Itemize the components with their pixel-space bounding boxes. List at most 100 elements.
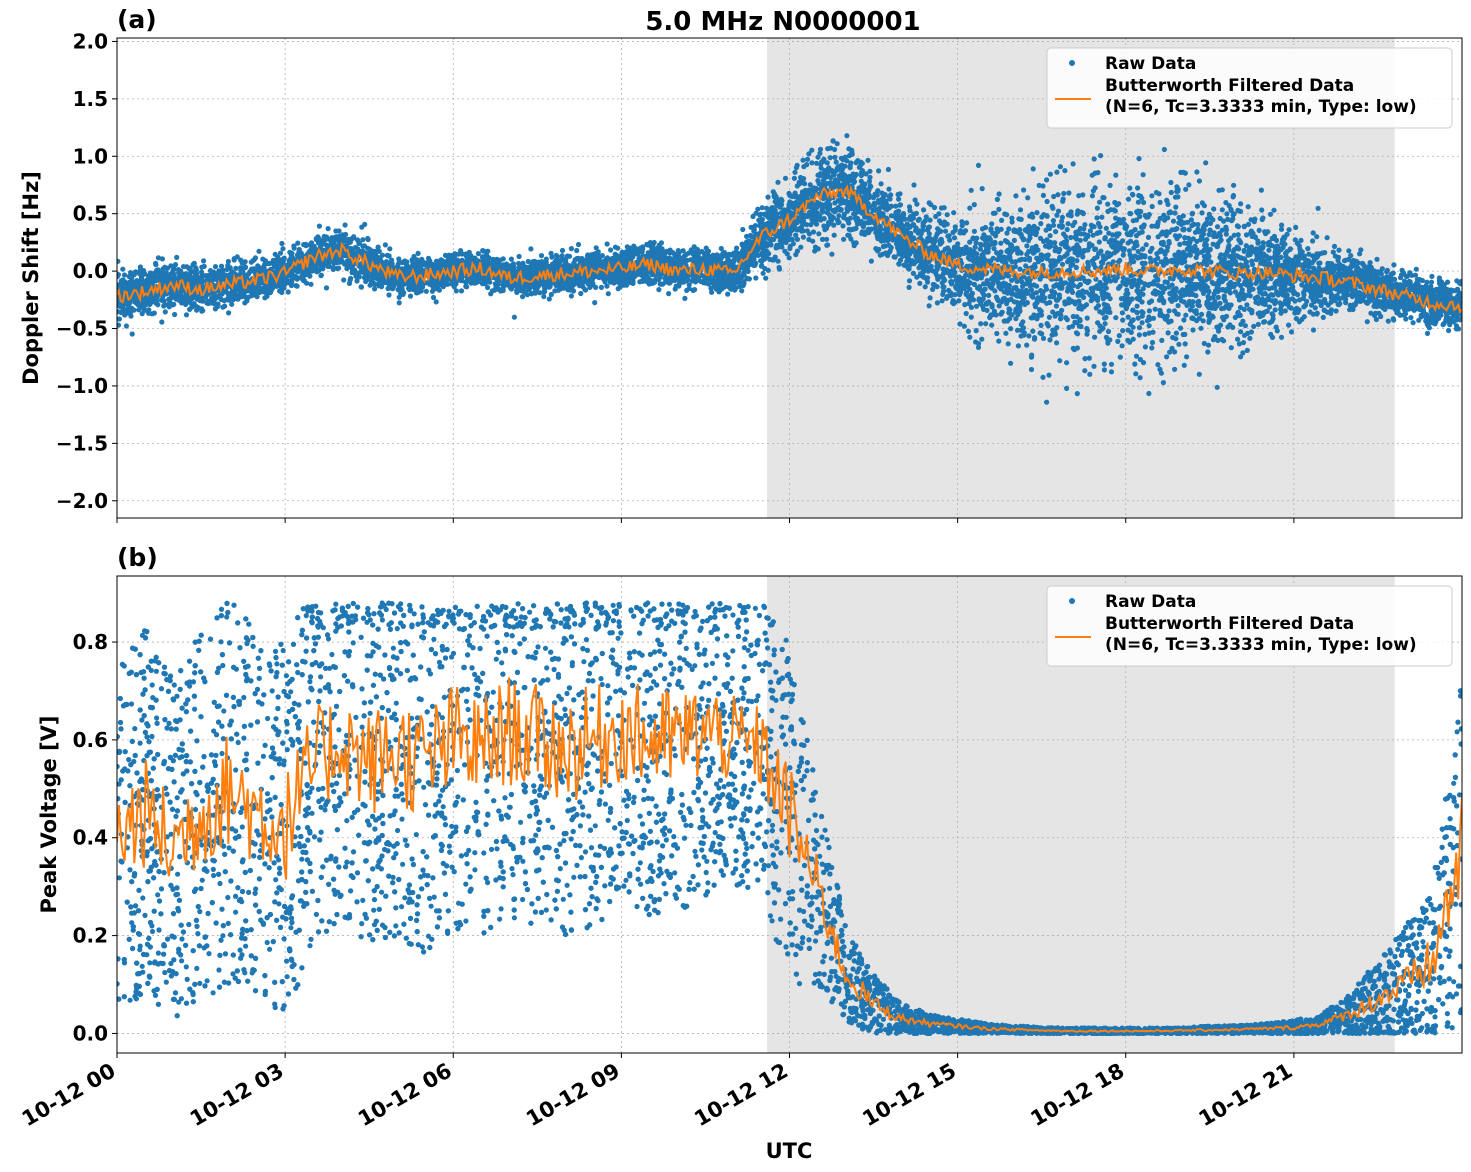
raw-data-point: [548, 250, 554, 256]
raw-data-point: [831, 232, 837, 238]
raw-data-point: [1143, 242, 1149, 248]
raw-data-point: [433, 299, 439, 305]
raw-data-point: [1181, 317, 1187, 323]
raw-data-point: [1034, 210, 1040, 216]
raw-data-point: [1230, 192, 1237, 199]
raw-data-point: [1127, 185, 1133, 191]
raw-data-point: [1116, 333, 1122, 339]
raw-data-point: [379, 252, 386, 258]
raw-data-point: [615, 245, 621, 251]
raw-data-point: [1203, 160, 1209, 166]
raw-data-point: [935, 226, 941, 232]
raw-data-point: [1177, 241, 1183, 247]
raw-data-point: [1305, 246, 1311, 252]
raw-data-point: [354, 278, 360, 284]
raw-data-point: [1017, 266, 1023, 272]
raw-data-point: [136, 307, 142, 313]
raw-data-point: [1115, 338, 1121, 344]
raw-data-point: [1064, 385, 1070, 391]
raw-data-point: [1055, 208, 1062, 214]
raw-data-point: [804, 156, 811, 162]
raw-data-point: [1104, 250, 1111, 256]
raw-data-point: [996, 191, 1002, 197]
raw-data-point: [1100, 195, 1106, 201]
raw-data-point: [1288, 329, 1295, 335]
raw-data-point: [1310, 230, 1316, 236]
raw-data-point: [1046, 372, 1052, 378]
raw-data-point: [1054, 325, 1060, 331]
raw-data-point: [858, 178, 864, 184]
raw-data-point: [1140, 360, 1147, 366]
raw-data-point: [1146, 211, 1152, 218]
raw-data-point: [1170, 218, 1177, 224]
raw-data-point: [1214, 384, 1220, 390]
raw-data-point: [604, 283, 610, 289]
raw-data-point: [1096, 239, 1102, 245]
raw-data-point: [1120, 328, 1126, 334]
raw-data-point: [215, 301, 221, 307]
raw-data-point: [1070, 161, 1076, 167]
raw-data-point: [877, 252, 883, 258]
raw-data-point: [965, 328, 972, 334]
raw-data-point: [1206, 211, 1212, 217]
raw-data-point: [931, 204, 938, 211]
raw-data-point: [971, 228, 978, 234]
raw-data-point: [1310, 238, 1316, 244]
raw-data-point: [1440, 322, 1446, 328]
raw-data-point: [1245, 221, 1252, 227]
raw-data-point: [1215, 294, 1221, 300]
raw-data-point: [528, 246, 534, 252]
raw-data-point: [1108, 369, 1115, 375]
raw-data-point: [1059, 307, 1065, 313]
raw-data-point: [1059, 261, 1066, 267]
raw-data-point: [999, 217, 1005, 223]
raw-data-point: [1226, 281, 1232, 288]
raw-data-point: [1064, 360, 1070, 366]
raw-data-point: [1162, 279, 1168, 285]
raw-data-point: [516, 260, 522, 267]
raw-data-point: [1146, 308, 1152, 314]
raw-data-point: [121, 272, 128, 278]
raw-data-point: [226, 297, 232, 303]
raw-data-point: [955, 241, 961, 247]
raw-data-point: [1131, 277, 1137, 283]
raw-data-point: [1157, 215, 1163, 221]
raw-data-point: [1286, 227, 1292, 233]
raw-data-point: [1053, 303, 1059, 309]
raw-data-point: [1324, 235, 1330, 241]
raw-data-point: [1219, 207, 1225, 213]
raw-data-point: [1187, 252, 1193, 258]
raw-data-point: [1140, 172, 1146, 178]
raw-data-point: [1133, 217, 1140, 223]
raw-data-point: [1286, 322, 1292, 328]
raw-data-point: [537, 260, 543, 266]
raw-data-point: [1037, 330, 1043, 336]
raw-data-point: [608, 247, 614, 253]
raw-data-point: [800, 157, 806, 163]
raw-data-point: [1044, 399, 1050, 405]
raw-data-point: [117, 316, 122, 322]
raw-data-point: [1385, 318, 1391, 324]
raw-data-point: [1093, 305, 1099, 311]
raw-data-point: [1258, 187, 1264, 193]
raw-data-point: [1199, 311, 1205, 317]
raw-data-point: [886, 186, 892, 192]
raw-data-point: [975, 162, 982, 168]
raw-data-point: [1149, 193, 1155, 199]
raw-data-point: [975, 344, 982, 350]
raw-data-point: [220, 304, 226, 310]
raw-data-point: [1061, 190, 1067, 197]
raw-data-point: [1271, 207, 1277, 213]
raw-data-point: [1219, 227, 1225, 233]
raw-data-point: [1018, 216, 1024, 222]
raw-data-point: [229, 301, 235, 307]
raw-data-point: [242, 264, 248, 270]
raw-data-point: [356, 273, 362, 279]
raw-data-point: [1424, 279, 1430, 285]
raw-data-point: [1446, 327, 1452, 334]
raw-data-point: [1145, 234, 1152, 240]
raw-data-point: [810, 229, 817, 235]
raw-data-point: [1165, 330, 1171, 336]
raw-data-point: [1047, 299, 1053, 306]
